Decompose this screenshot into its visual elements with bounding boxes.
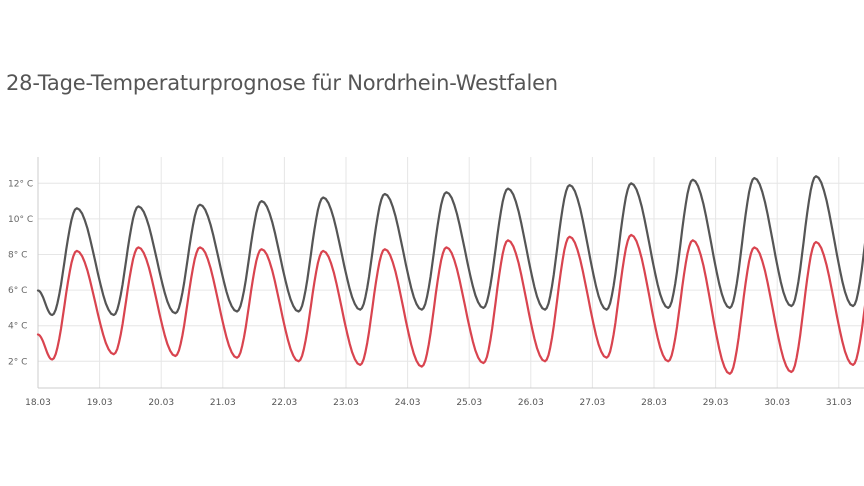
y-tick-label: 12° C [8,179,33,189]
x-tick-label: 30.03 [764,398,790,408]
label-layer: 18.03 19.03 20.03 21.03 22.03 23.03 24.03 25.03… [8,179,852,408]
x-tick-label: 29.03 [703,398,729,408]
x-tick-label: 19.03 [87,398,113,408]
x-tick-label: 21.03 [210,398,236,408]
x-tick-label: 28.03 [641,398,667,408]
y-tick-label: 8° C [8,251,27,261]
y-tick-label: 4° C [8,322,27,332]
x-tick-label: 26.03 [518,398,544,408]
x-tick-label: 18.03 [25,398,51,408]
x-tick-label: 27.03 [580,398,606,408]
series-layer [36,175,864,375]
x-tick-label: 25.03 [456,398,482,408]
axis-layer [37,157,864,389]
series-line-1 [36,175,864,317]
x-tick-label: 31.03 [826,398,852,408]
y-tick-label: 10° C [8,215,33,225]
x-tick-label: 20.03 [148,398,174,408]
y-tick-label: 6° C [8,286,27,296]
grid-layer [37,157,864,388]
x-tick-label: 22.03 [272,398,298,408]
series-line-2 [36,233,864,375]
x-tick-label: 24.03 [395,398,421,408]
x-tick-label: 23.03 [333,398,359,408]
chart-title: 28-Tage-Temperaturprognose für Nordrhein… [6,71,558,95]
y-tick-label: 2° C [8,357,27,367]
